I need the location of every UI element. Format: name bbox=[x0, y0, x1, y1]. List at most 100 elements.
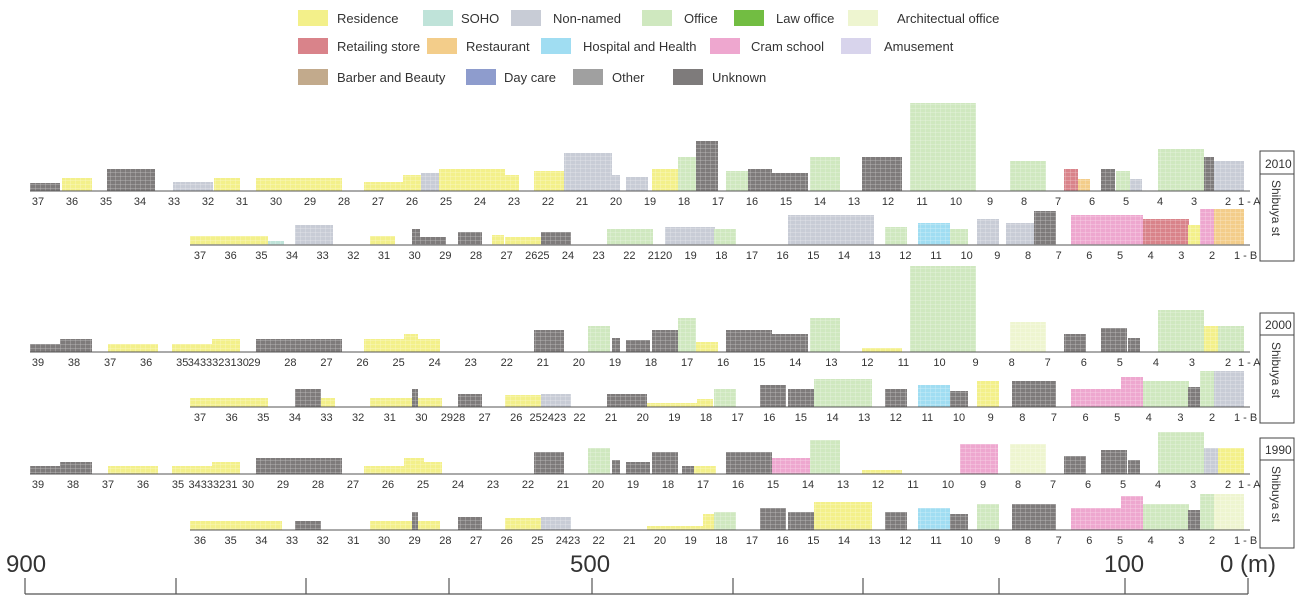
lot-number: 13 bbox=[869, 250, 881, 262]
lot-number: 8 bbox=[1025, 535, 1031, 547]
lot-number: 5 bbox=[1114, 412, 1120, 424]
lot-number: 35 bbox=[176, 357, 188, 369]
legend-label-restaurant: Restaurant bbox=[466, 39, 530, 54]
building-block-grid bbox=[418, 398, 442, 407]
building-block-grid bbox=[665, 227, 715, 245]
building-block-grid bbox=[862, 470, 902, 474]
legend-swatch-unknown bbox=[673, 69, 703, 85]
lot-number: 36 bbox=[137, 479, 149, 491]
lot-number: 26 bbox=[510, 412, 522, 424]
lot-number: 19 bbox=[609, 357, 621, 369]
lot-number: 37 bbox=[32, 196, 44, 208]
lot-number: 19 bbox=[644, 196, 656, 208]
building-block-grid bbox=[1071, 215, 1143, 245]
lot-number: 2 bbox=[1225, 479, 1231, 491]
building-block-grid bbox=[256, 458, 342, 474]
lot-number: 2 bbox=[1209, 250, 1215, 262]
street-label-2010: Shibuya st bbox=[1269, 180, 1283, 237]
lot-number: 30 bbox=[378, 535, 390, 547]
lot-number: 2120 bbox=[648, 250, 672, 262]
lot-number: 27 bbox=[501, 250, 513, 262]
building-block-grid bbox=[1200, 209, 1214, 245]
lot-number: 25 bbox=[417, 479, 429, 491]
lot-number: 11 bbox=[930, 535, 941, 547]
lot-number: 6 bbox=[1086, 250, 1092, 262]
lot-number: 14 bbox=[838, 250, 850, 262]
legend-swatch-architectual-office bbox=[848, 10, 878, 26]
lot-number: 36 bbox=[194, 535, 206, 547]
building-block-grid bbox=[910, 103, 976, 191]
lot-number: 23 bbox=[487, 479, 499, 491]
lot-number: 23 bbox=[593, 250, 605, 262]
lot-number: 32 bbox=[352, 412, 364, 424]
legend-label-office: Office bbox=[684, 11, 718, 26]
building-block-grid bbox=[1064, 334, 1086, 352]
building-block-grid bbox=[107, 169, 155, 191]
lot-number: 8 bbox=[1021, 196, 1027, 208]
lot-number: 30 bbox=[409, 250, 421, 262]
lot-number: 24 bbox=[474, 196, 486, 208]
lot-number: 17 bbox=[681, 357, 693, 369]
lot-number: 5 bbox=[1117, 357, 1123, 369]
legend-swatch-restaurant bbox=[427, 38, 457, 54]
building-block-grid bbox=[505, 395, 541, 407]
lot-number: 2 bbox=[1209, 412, 1215, 424]
building-block-grid bbox=[588, 326, 610, 352]
lot-number: 21 bbox=[576, 196, 588, 208]
lot-number: 26 bbox=[501, 535, 513, 547]
building-block-grid bbox=[30, 466, 60, 474]
lot-number: 39 bbox=[32, 357, 44, 369]
lot-number: 13 bbox=[848, 196, 860, 208]
legend-swatch-non-named bbox=[511, 10, 541, 26]
lot-number: 18 bbox=[662, 479, 674, 491]
lot-number: 4 bbox=[1148, 250, 1154, 262]
lot-number: 18 bbox=[645, 357, 657, 369]
building-block-grid bbox=[1158, 432, 1204, 474]
lot-number: 7 bbox=[1045, 357, 1051, 369]
lot-number: 4 bbox=[1157, 196, 1163, 208]
building-block-grid bbox=[321, 398, 335, 407]
lot-number: 35 bbox=[100, 196, 112, 208]
lot-number: 12 bbox=[899, 250, 911, 262]
lot-number: 15 bbox=[807, 535, 819, 547]
building-block-grid bbox=[626, 340, 650, 352]
lot-number: 11 bbox=[922, 412, 933, 424]
legend-swatch-barber-and-beauty bbox=[298, 69, 328, 85]
lot-number: 19 bbox=[685, 535, 697, 547]
legend: Residence SOHO Non-named Office Law offi… bbox=[298, 10, 999, 85]
building-block-grid bbox=[190, 236, 268, 245]
lot-number: 9 bbox=[994, 535, 1000, 547]
lot-number: 15 bbox=[807, 250, 819, 262]
building-block-grid bbox=[172, 466, 212, 474]
lot-number: 15 bbox=[795, 412, 807, 424]
building-block-grid bbox=[295, 225, 333, 245]
lot-number: 29 bbox=[277, 479, 289, 491]
building-block-grid bbox=[418, 339, 440, 352]
lot-number: 26 bbox=[406, 196, 418, 208]
lot-number: 12 bbox=[861, 357, 873, 369]
building-block-grid bbox=[60, 462, 92, 474]
building-block-grid bbox=[726, 330, 772, 352]
building-block-grid bbox=[788, 389, 814, 407]
lot-number: 9 bbox=[980, 479, 986, 491]
lot-number: 37 bbox=[194, 250, 206, 262]
building-block-grid bbox=[885, 227, 907, 245]
lot-number: 20 bbox=[592, 479, 604, 491]
lot-number: 26 bbox=[356, 357, 368, 369]
building-block-grid bbox=[1204, 326, 1218, 352]
lot-number: 30 bbox=[270, 196, 282, 208]
building-block-grid bbox=[726, 452, 772, 474]
year-label-2010: 2010 bbox=[1265, 157, 1292, 171]
legend-label-retailing-store: Retailing store bbox=[337, 39, 420, 54]
building-block-grid bbox=[1071, 389, 1121, 407]
building-block-grid bbox=[626, 462, 650, 474]
legend-swatch-residence bbox=[298, 10, 328, 26]
building-block-grid bbox=[1188, 510, 1200, 530]
lot-number: 7 bbox=[1051, 412, 1057, 424]
building-block-grid bbox=[652, 452, 678, 474]
lot-number: 22 bbox=[522, 479, 534, 491]
building-block-grid bbox=[977, 219, 999, 245]
lot-number: 27 bbox=[372, 196, 384, 208]
lot-number: 31 bbox=[236, 196, 248, 208]
building-block-grid bbox=[541, 394, 571, 407]
